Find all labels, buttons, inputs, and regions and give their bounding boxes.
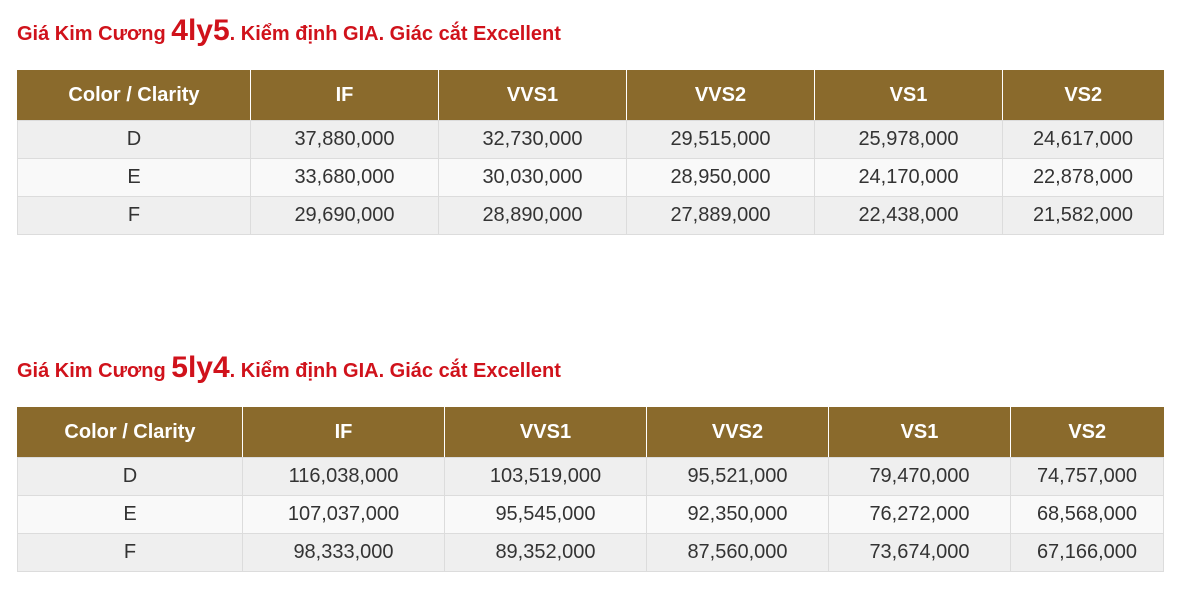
table-cell: 33,680,000 bbox=[250, 158, 439, 197]
header-cell: VS2 bbox=[1010, 407, 1164, 458]
header-cell: Color / Clarity bbox=[17, 407, 243, 458]
title-suffix: . Kiểm định GIA. Giác cắt Excellent bbox=[229, 23, 561, 45]
header-cell: VVS2 bbox=[626, 70, 815, 121]
table-cell: 79,470,000 bbox=[828, 457, 1011, 496]
header-row: Color / Clarity IF VVS1 VVS2 VS1 VS2 bbox=[17, 407, 1164, 458]
price-section-4ly5: Giá Kim Cương 4ly5. Kiểm định GIA. Giác … bbox=[17, 14, 1164, 235]
header-cell: IF bbox=[250, 70, 439, 121]
price-table: Color / Clarity IF VVS1 VVS2 VS1 VS2 D 3… bbox=[17, 70, 1164, 235]
table-cell: 116,038,000 bbox=[242, 457, 445, 496]
table-cell: D bbox=[17, 457, 243, 496]
header-row: Color / Clarity IF VVS1 VVS2 VS1 VS2 bbox=[17, 70, 1164, 121]
title-size: 5ly4 bbox=[171, 351, 230, 384]
header-cell: IF bbox=[242, 407, 445, 458]
table-cell: F bbox=[17, 196, 251, 235]
table-cell: 87,560,000 bbox=[646, 533, 829, 572]
header-cell: VS1 bbox=[828, 407, 1011, 458]
header-cell: Color / Clarity bbox=[17, 70, 251, 121]
table-cell: 107,037,000 bbox=[242, 495, 445, 534]
table-cell: 24,617,000 bbox=[1002, 120, 1164, 159]
table-cell: D bbox=[17, 120, 251, 159]
table-cell: E bbox=[17, 158, 251, 197]
table-row: D 37,880,000 32,730,000 29,515,000 25,97… bbox=[17, 120, 1164, 159]
title-suffix: . Kiểm định GIA. Giác cắt Excellent bbox=[229, 360, 561, 382]
table-cell: 28,950,000 bbox=[626, 158, 815, 197]
price-table: Color / Clarity IF VVS1 VVS2 VS1 VS2 D 1… bbox=[17, 407, 1164, 572]
table-cell: 28,890,000 bbox=[438, 196, 627, 235]
table-cell: 29,515,000 bbox=[626, 120, 815, 159]
table-cell: 73,674,000 bbox=[828, 533, 1011, 572]
header-cell: VVS1 bbox=[438, 70, 627, 121]
title-prefix: Giá Kim Cương bbox=[17, 23, 172, 45]
table-cell: 89,352,000 bbox=[444, 533, 647, 572]
table-row: E 33,680,000 30,030,000 28,950,000 24,17… bbox=[17, 158, 1164, 197]
header-cell: VS2 bbox=[1002, 70, 1164, 121]
header-cell: VS1 bbox=[814, 70, 1003, 121]
table-cell: 37,880,000 bbox=[250, 120, 439, 159]
table-cell: 76,272,000 bbox=[828, 495, 1011, 534]
table-cell: 95,545,000 bbox=[444, 495, 647, 534]
table-cell: F bbox=[17, 533, 243, 572]
table-cell: 25,978,000 bbox=[814, 120, 1003, 159]
table-cell: 24,170,000 bbox=[814, 158, 1003, 197]
table-cell: 67,166,000 bbox=[1010, 533, 1164, 572]
table-cell: 32,730,000 bbox=[438, 120, 627, 159]
header-cell: VVS2 bbox=[646, 407, 829, 458]
table-cell: 22,438,000 bbox=[814, 196, 1003, 235]
title-prefix: Giá Kim Cương bbox=[17, 360, 172, 382]
table-cell: 74,757,000 bbox=[1010, 457, 1164, 496]
table-row: D 116,038,000 103,519,000 95,521,000 79,… bbox=[17, 457, 1164, 496]
table-cell: 27,889,000 bbox=[626, 196, 815, 235]
table-cell: 22,878,000 bbox=[1002, 158, 1164, 197]
table-cell: 21,582,000 bbox=[1002, 196, 1164, 235]
header-cell: VVS1 bbox=[444, 407, 647, 458]
table-cell: 98,333,000 bbox=[242, 533, 445, 572]
table-cell: 29,690,000 bbox=[250, 196, 439, 235]
table-cell: E bbox=[17, 495, 243, 534]
table-cell: 103,519,000 bbox=[444, 457, 647, 496]
table-cell: 30,030,000 bbox=[438, 158, 627, 197]
table-cell: 95,521,000 bbox=[646, 457, 829, 496]
table-row: F 98,333,000 89,352,000 87,560,000 73,67… bbox=[17, 533, 1164, 572]
table-row: F 29,690,000 28,890,000 27,889,000 22,43… bbox=[17, 196, 1164, 235]
table-cell: 68,568,000 bbox=[1010, 495, 1164, 534]
table-cell: 92,350,000 bbox=[646, 495, 829, 534]
title-size: 4ly5 bbox=[171, 14, 230, 47]
section-title: Giá Kim Cương 4ly5. Kiểm định GIA. Giác … bbox=[17, 14, 1164, 48]
price-section-5ly4: Giá Kim Cương 5ly4. Kiểm định GIA. Giác … bbox=[17, 351, 1164, 572]
section-title: Giá Kim Cương 5ly4. Kiểm định GIA. Giác … bbox=[17, 351, 1164, 385]
table-row: E 107,037,000 95,545,000 92,350,000 76,2… bbox=[17, 495, 1164, 534]
